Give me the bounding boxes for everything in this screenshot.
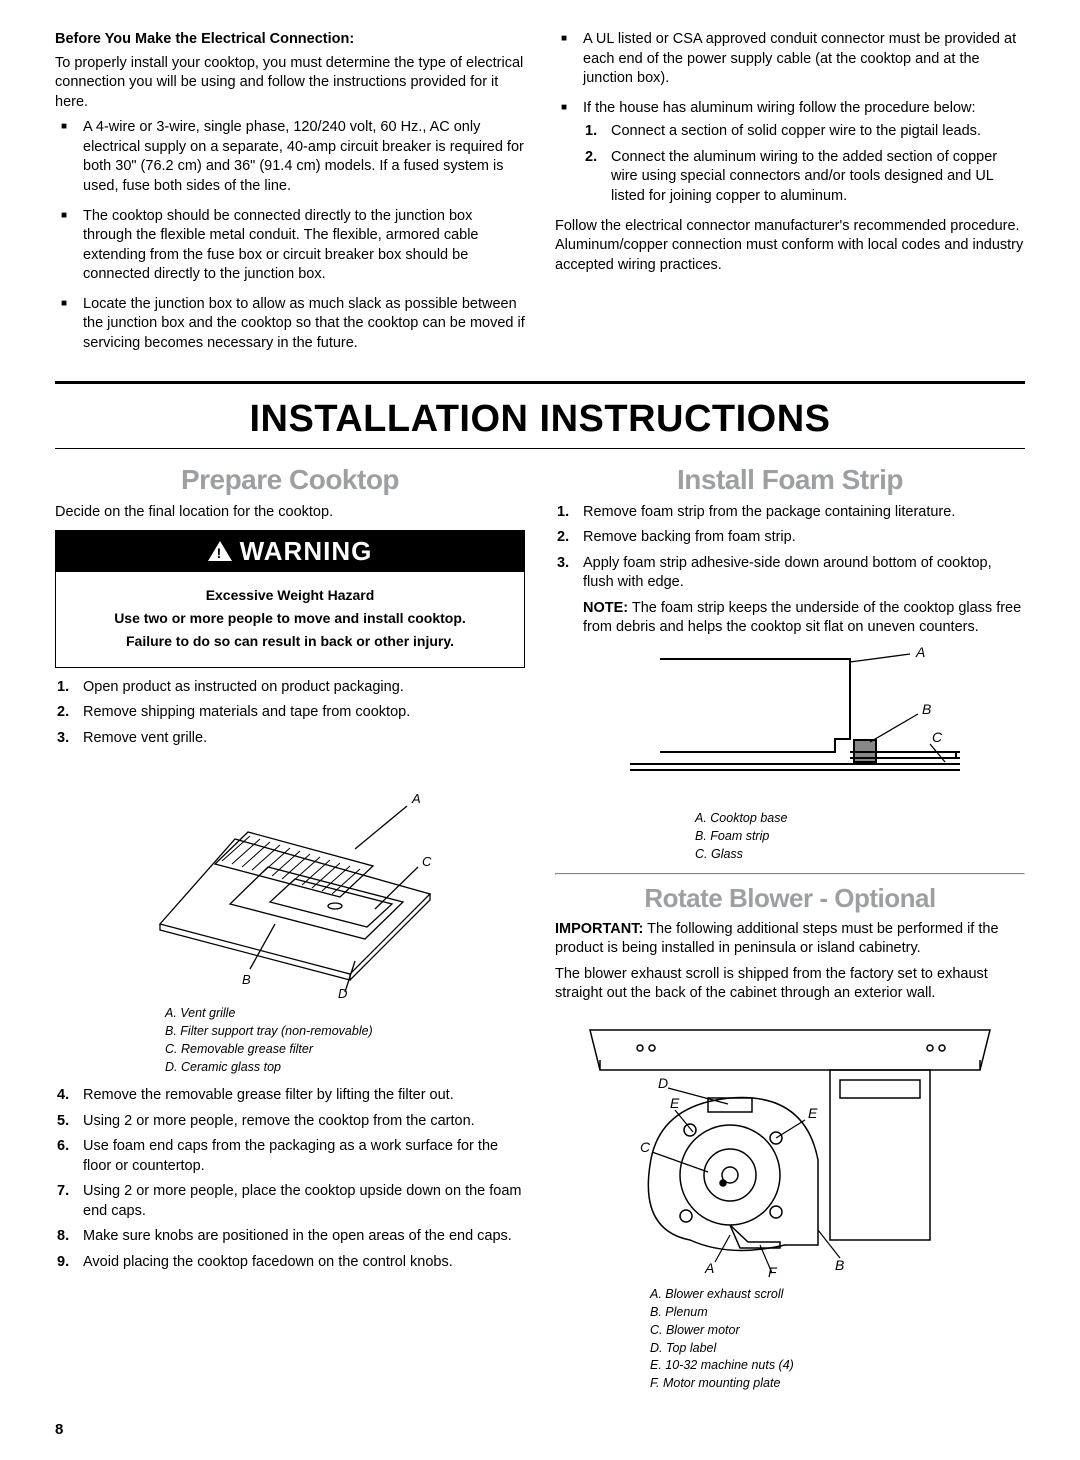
lbl-e2: E [808,1105,818,1121]
warn-line: Excessive Weight Hazard [72,586,508,605]
step: 3.Remove vent grille. [83,729,525,749]
electrical-connection-section: Before You Make the Electrical Connectio… [55,30,1025,363]
step: 1.Remove foam strip from the package con… [583,503,1025,523]
lbl-f: F [768,1264,778,1280]
lbl-a: A [915,644,925,660]
bullet: Locate the junction box to allow as much… [83,295,525,354]
step: 8.Make sure knobs are positioned in the … [83,1227,525,1247]
lbl-d: D [658,1075,668,1091]
lbl-a: A [704,1260,714,1276]
rotate-important: IMPORTANT: The following additional step… [555,920,1025,959]
step: 4.Remove the removable grease filter by … [83,1086,525,1106]
blower-diagram: D E C E A B F [580,1010,1000,1280]
bullet: A 4-wire or 3-wire, single phase, 120/24… [83,118,525,196]
lbl-c: C [422,854,432,869]
foam-caption: A. Cooktop base B. Foam strip C. Glass [555,810,1025,863]
col-left: Before You Make the Electrical Connectio… [55,30,525,363]
step: 7.Using 2 or more people, place the cook… [83,1182,525,1221]
prepare-steps-a: 1.Open product as instructed on product … [55,678,525,749]
foam-diagram: A B C [600,644,980,804]
warning-box: Excessive Weight Hazard Use two or more … [55,572,525,668]
lbl-b: B [242,972,251,987]
prepare-decide: Decide on the final location for the coo… [55,503,525,523]
prepare-steps-b: 4.Remove the removable grease filter by … [55,1086,525,1273]
col-right: A UL listed or CSA approved conduit conn… [555,30,1025,363]
elec-intro: To properly install your cooktop, you mu… [55,54,525,113]
warning-label: WARNING [240,534,373,569]
lbl-a: A [411,791,421,806]
prepare-title: Prepare Cooktop [55,461,525,499]
elec-left-list: A 4-wire or 3-wire, single phase, 120/24… [55,118,525,353]
foam-note: NOTE: The foam strip keeps the underside… [555,599,1025,638]
warn-line: Failure to do so can result in back or o… [72,632,508,651]
elec-heading: Before You Make the Electrical Connectio… [55,30,525,50]
rule [55,448,1025,449]
sub-steps: 1.Connect a section of solid copper wire… [583,122,1025,206]
elec-right-list: A UL listed or CSA approved conduit conn… [555,30,1025,207]
lbl-e: E [670,1095,680,1111]
lbl-b: B [835,1257,844,1273]
step: 9.Avoid placing the cooktop facedown on … [83,1253,525,1273]
divider [555,873,1025,875]
step: 1.Open product as instructed on product … [83,678,525,698]
bullet: If the house has aluminum wiring follow … [583,99,1025,207]
warning-icon [208,541,232,561]
bullet-text: If the house has aluminum wiring follow … [583,100,976,116]
left-col: Prepare Cooktop Decide on the final loca… [55,457,525,1402]
step: 5.Using 2 or more people, remove the coo… [83,1112,525,1132]
cooktop-caption: A. Vent grille B. Filter support tray (n… [55,1005,525,1076]
main-title: INSTALLATION INSTRUCTIONS [55,394,1025,445]
lbl-c: C [932,729,943,745]
rotate-p: The blower exhaust scroll is shipped fro… [555,965,1025,1004]
rule [55,381,1025,384]
lbl-d: D [338,986,347,999]
follow-paragraph: Follow the electrical connector manufact… [555,217,1025,276]
cooktop-diagram: A C B D [120,754,460,999]
rotate-title: Rotate Blower - Optional [555,881,1025,916]
warn-line: Use two or more people to move and insta… [72,609,508,628]
step: 3.Apply foam strip adhesive-side down ar… [583,554,1025,593]
bullet: A UL listed or CSA approved conduit conn… [583,30,1025,89]
step: 6.Use foam end caps from the packaging a… [83,1137,525,1176]
blower-caption: A. Blower exhaust scroll B. Plenum C. Bl… [555,1286,1025,1392]
step: 2.Remove backing from foam strip. [583,528,1025,548]
lbl-c: C [640,1139,651,1155]
foam-steps: 1.Remove foam strip from the package con… [555,503,1025,593]
step: 2.Remove shipping materials and tape fro… [83,703,525,723]
sub-step: 1.Connect a section of solid copper wire… [611,122,1025,142]
bullet: The cooktop should be connected directly… [83,207,525,285]
right-col: Install Foam Strip 1.Remove foam strip f… [555,457,1025,1402]
foam-title: Install Foam Strip [555,461,1025,499]
page-number: 8 [55,1420,1025,1440]
sub-step: 2.Connect the aluminum wiring to the add… [611,148,1025,207]
warning-banner: WARNING [55,530,525,572]
lbl-b: B [922,701,931,717]
main-columns: Prepare Cooktop Decide on the final loca… [55,457,1025,1402]
